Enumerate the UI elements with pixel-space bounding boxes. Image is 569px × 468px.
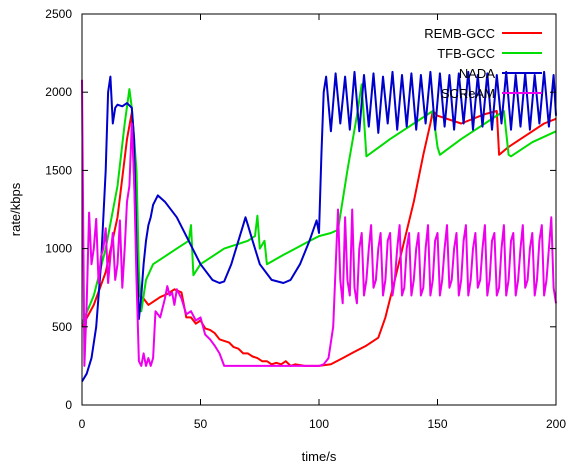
y-tick-label: 500 <box>52 320 72 334</box>
legend-label: TFB-GCC <box>437 46 495 61</box>
x-tick-label: 100 <box>309 417 329 431</box>
y-tick-label: 0 <box>65 398 72 412</box>
y-tick-label: 1500 <box>45 163 72 177</box>
y-tick-label: 1000 <box>45 242 72 256</box>
series-layer <box>81 70 557 383</box>
x-tick-label: 0 <box>79 417 86 431</box>
x-tick-label: 200 <box>546 417 566 431</box>
legend: REMB-GCC TFB-GCC NADA SCReAM <box>424 26 542 101</box>
legend-label: REMB-GCC <box>424 26 495 41</box>
y-tick-label: 2000 <box>45 85 72 99</box>
x-tick-label: 50 <box>194 417 208 431</box>
series-line-tfb-gcc <box>81 83 557 325</box>
x-tick-label: 150 <box>427 417 447 431</box>
legend-label: NADA <box>459 66 495 81</box>
y-tick-label: 2500 <box>45 7 72 21</box>
series-line-nada <box>81 70 557 383</box>
x-axis-label: time/s <box>302 449 337 464</box>
legend-label: SCReAM <box>441 86 495 101</box>
y-axis-label: rate/kbps <box>8 182 23 236</box>
series-line-scream <box>81 79 557 367</box>
series-line-remb-gcc <box>81 110 557 367</box>
